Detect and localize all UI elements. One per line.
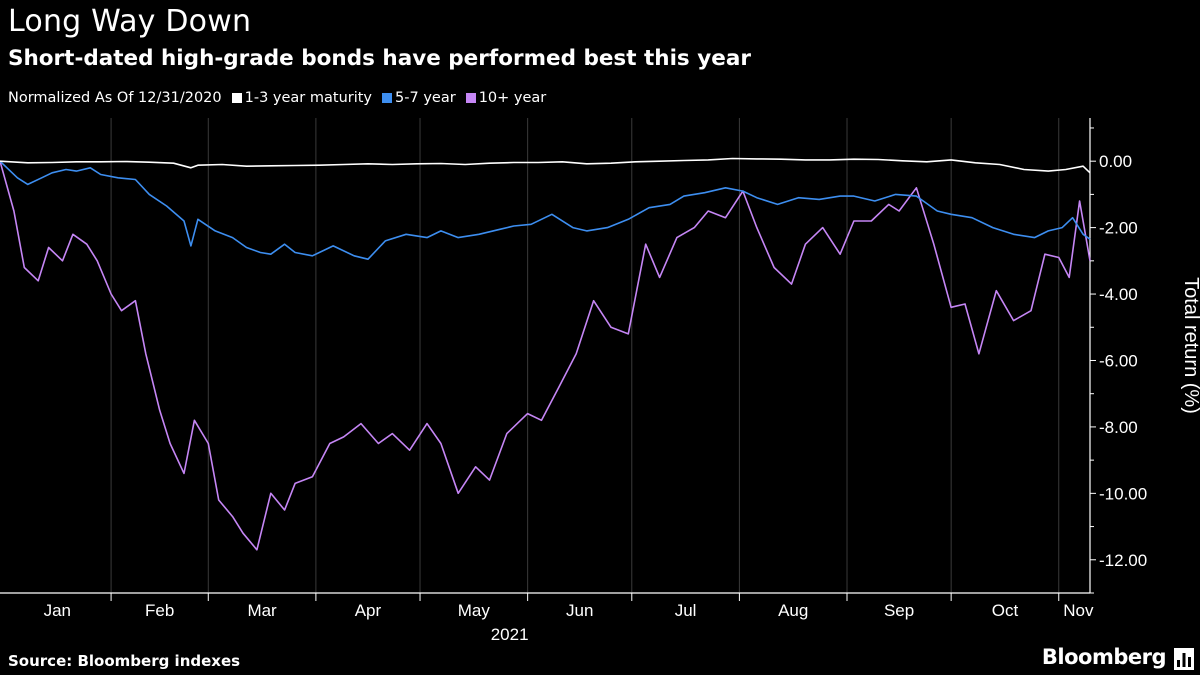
series-line-5-7-year — [0, 160, 1091, 261]
chart-subtitle: Short-dated high-grade bonds have perfor… — [8, 46, 751, 71]
x-tick-label: Nov — [1063, 601, 1094, 620]
bloomberg-logo: Bloomberg — [1041, 645, 1167, 669]
x-tick-label: Jun — [566, 601, 593, 620]
legend-note: Normalized As Of 12/31/2020 — [8, 90, 222, 106]
x-tick-label: Oct — [992, 601, 1019, 620]
chart-legend: Normalized As Of 12/31/2020 1-3 year mat… — [8, 90, 546, 106]
x-tick-label: Mar — [247, 601, 277, 620]
bloomberg-chart-icon — [1174, 648, 1194, 670]
legend-swatch-10-plus-year — [465, 93, 476, 103]
x-axis-year-label: 2021 — [491, 625, 529, 644]
series-line-1-3-year — [0, 157, 1091, 174]
legend-item-5-7-year: 5-7 year — [382, 90, 456, 106]
x-tick-label: Feb — [145, 601, 174, 620]
legend-item-10-plus-year: 10+ year — [465, 90, 547, 106]
x-tick-label: Jan — [44, 601, 71, 620]
y-tick-label: -2.00 — [1099, 219, 1138, 238]
legend-swatch-1-3-year — [231, 93, 242, 103]
y-axis-title: Total return (%) — [1180, 277, 1200, 414]
chart-title: Long Way Down — [8, 4, 252, 39]
y-tick-label: -6.00 — [1099, 351, 1138, 370]
legend-label-1-3-year: 1-3 year maturity — [244, 90, 373, 106]
x-tick-label: May — [458, 601, 491, 620]
legend-swatch-5-7-year — [382, 93, 393, 103]
y-tick-label: -4.00 — [1099, 285, 1138, 304]
y-tick-label: -8.00 — [1099, 418, 1138, 437]
y-tick-label: 0.00 — [1099, 152, 1132, 171]
source-note: Source: Bloomberg indexes — [8, 652, 241, 670]
legend-label-10-plus-year: 10+ year — [478, 90, 547, 106]
x-tick-label: Jul — [675, 601, 697, 620]
y-tick-label: -10.00 — [1099, 484, 1147, 503]
x-tick-label: Sep — [884, 601, 914, 620]
legend-label-5-7-year: 5-7 year — [395, 90, 456, 106]
legend-item-1-3-year: 1-3 year maturity — [231, 90, 373, 106]
x-tick-label: Aug — [778, 601, 808, 620]
y-tick-label: -12.00 — [1099, 551, 1147, 570]
x-tick-label: Apr — [355, 601, 382, 620]
series-line-10-plus-year — [0, 160, 1091, 551]
